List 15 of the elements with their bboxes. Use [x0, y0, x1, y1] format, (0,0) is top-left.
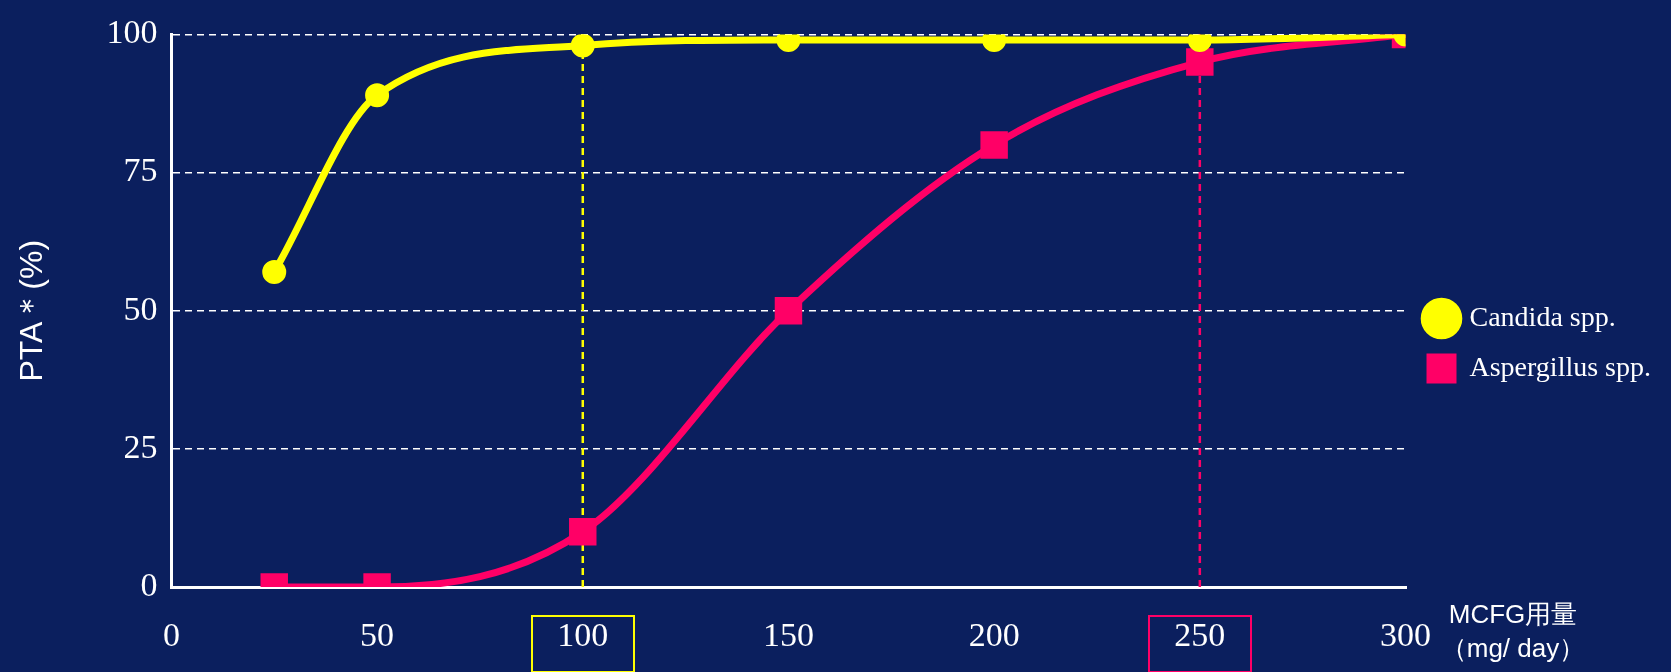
y-tick-label: 100 — [106, 13, 158, 51]
y-tick-label: 25 — [123, 427, 158, 465]
y-axis-title: PTA＊(%) — [13, 239, 50, 382]
legend-label: Candida spp. — [1469, 300, 1616, 332]
x-tick-label: 100 — [557, 616, 609, 654]
y-tick-label: 75 — [123, 151, 158, 189]
x-axis-title: MCFG用量（mg/ day） — [1439, 598, 1587, 665]
legend-label: Aspergillus spp. — [1469, 350, 1652, 382]
x-tick-label: 250 — [1174, 616, 1226, 654]
x-tick-label: 300 — [1380, 616, 1432, 654]
x-tick-label: 150 — [762, 616, 814, 654]
x-tick-label: 50 — [360, 616, 395, 654]
y-tick-label: 50 — [123, 289, 158, 327]
x-tick-label: 200 — [968, 616, 1020, 654]
y-tick-label: 0 — [140, 565, 158, 603]
